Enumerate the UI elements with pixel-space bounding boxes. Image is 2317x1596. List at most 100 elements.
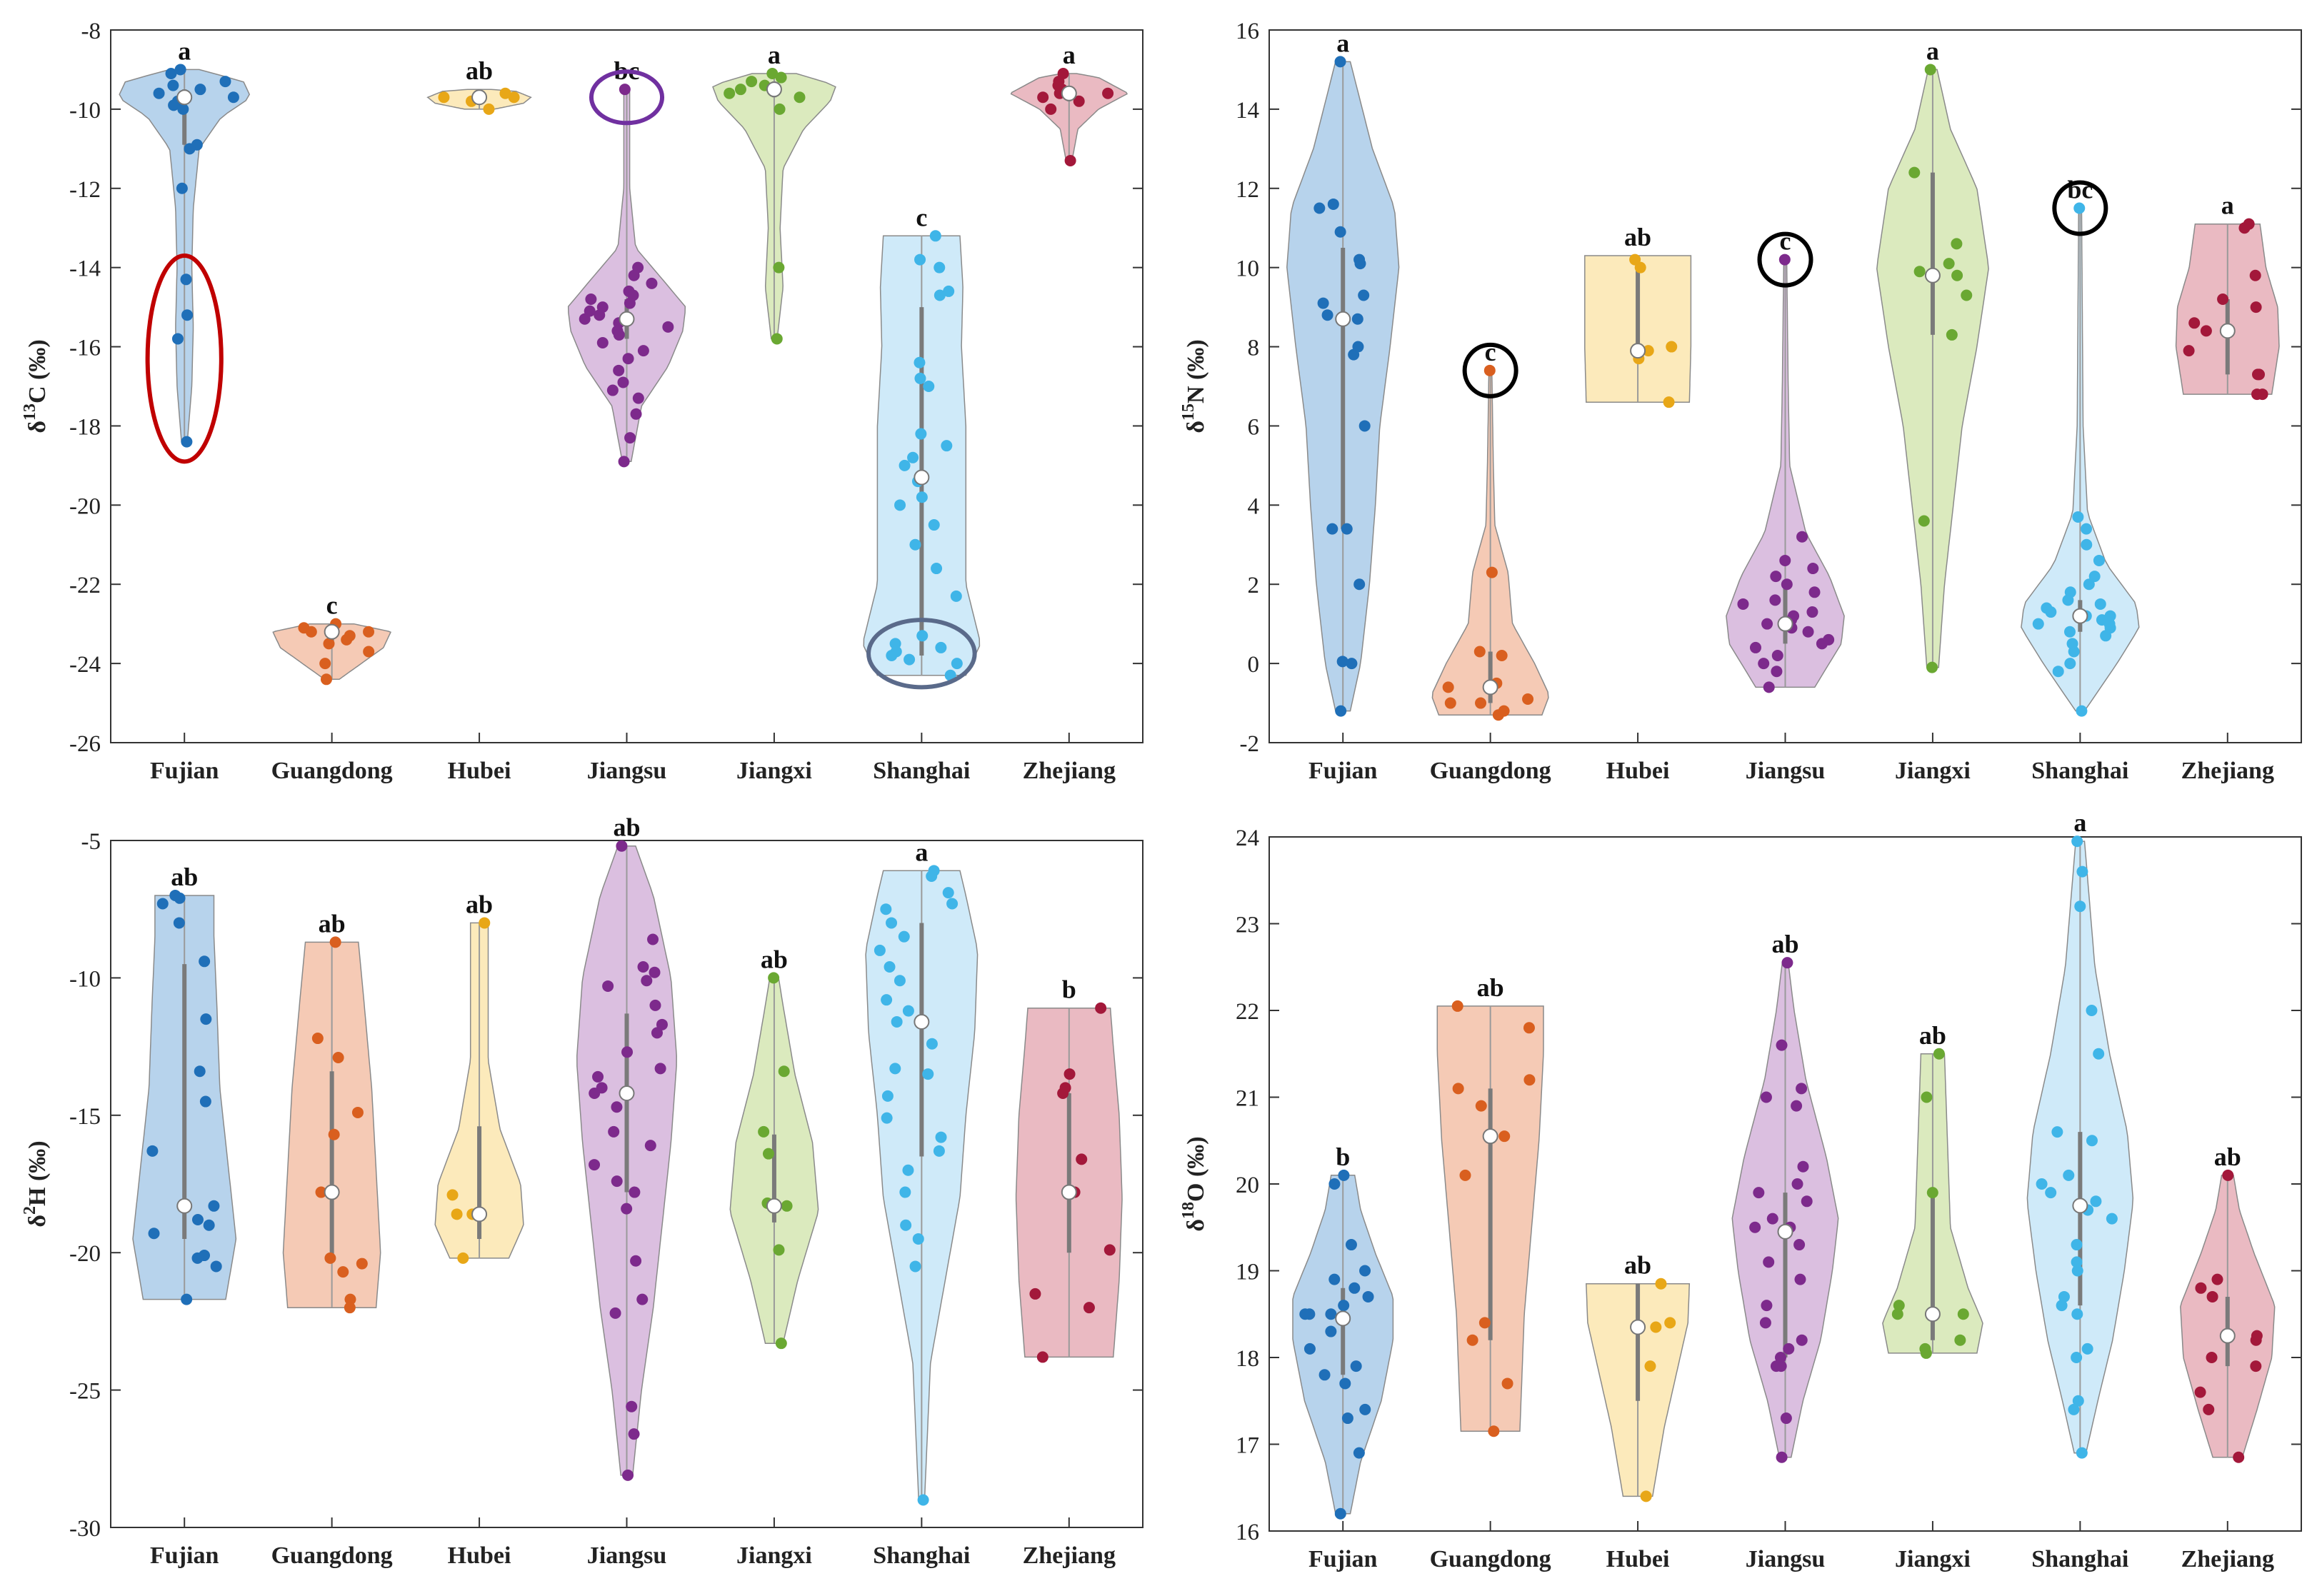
y-tick-label: 16 xyxy=(1236,1520,1259,1545)
data-point xyxy=(176,182,188,194)
data-point xyxy=(2073,202,2086,214)
x-tick-label: Jiangsu xyxy=(1746,1546,1826,1572)
data-point xyxy=(1313,202,1326,214)
y-tick-label: -20 xyxy=(69,1241,101,1267)
x-tick-label: Guangdong xyxy=(1430,758,1551,784)
data-point xyxy=(191,1214,204,1226)
data-point xyxy=(2063,1169,2075,1181)
data-point xyxy=(1893,1300,1905,1312)
y-tick-label: -10 xyxy=(69,98,101,124)
data-point xyxy=(909,1260,921,1273)
y-axis-label-base: δ xyxy=(24,1215,51,1228)
data-point xyxy=(611,1175,623,1188)
data-point xyxy=(621,1203,633,1215)
data-point xyxy=(1801,1195,1813,1208)
data-point xyxy=(2032,618,2044,630)
data-point xyxy=(1452,1083,1464,1095)
data-point xyxy=(1083,1302,1095,1314)
data-point xyxy=(1779,554,1791,566)
data-point xyxy=(1771,650,1783,662)
data-point xyxy=(602,980,614,992)
data-point xyxy=(622,353,634,365)
data-point xyxy=(2104,610,2116,622)
data-point xyxy=(762,1148,774,1160)
y-tick-label: -5 xyxy=(81,829,101,855)
data-point xyxy=(951,658,963,670)
data-point xyxy=(148,1228,160,1240)
y-tick-label: -16 xyxy=(69,336,101,361)
data-point xyxy=(2068,1403,2080,1415)
x-tick-label: Fujian xyxy=(150,758,219,784)
data-point xyxy=(1037,91,1049,104)
y-tick-label: 23 xyxy=(1236,913,1259,938)
y-tick-label: 18 xyxy=(1236,1346,1259,1372)
data-point xyxy=(305,626,317,638)
y-tick-label: -22 xyxy=(69,573,101,598)
data-point xyxy=(1362,1290,1374,1303)
median-marker xyxy=(1061,85,1077,101)
data-point xyxy=(2076,865,2088,878)
y-tick-label: -14 xyxy=(69,256,101,282)
median-marker xyxy=(914,1013,930,1030)
data-point xyxy=(624,432,636,444)
data-point xyxy=(1644,1360,1656,1372)
data-point xyxy=(900,1219,912,1231)
violin-chart-d13c: -26 -24 -22 -20 -18 -16 -14 -12 -10 -8 δ13C (‰) Fuj… xyxy=(21,19,1144,784)
x-tick-label: Jiangsu xyxy=(1746,758,1826,784)
data-point xyxy=(2066,638,2078,650)
data-point xyxy=(928,519,940,531)
data-point xyxy=(2072,1395,2084,1407)
data-point xyxy=(734,84,746,96)
y-tick-label: 14 xyxy=(1236,98,1259,124)
significance-letter: bc xyxy=(2067,176,2093,204)
data-point xyxy=(585,293,597,306)
data-point xyxy=(168,99,180,111)
y-tick-label: -12 xyxy=(69,177,101,203)
x-tick-label: Jiangsu xyxy=(587,1542,667,1569)
data-point xyxy=(2243,218,2255,230)
data-point xyxy=(181,309,194,321)
data-point xyxy=(647,933,659,945)
data-point xyxy=(1951,269,1963,281)
data-point xyxy=(632,392,644,404)
data-point xyxy=(933,1145,945,1157)
data-point xyxy=(2251,1330,2263,1342)
data-point xyxy=(935,641,947,653)
data-point xyxy=(654,1063,666,1075)
x-tick-label: Shanghai xyxy=(873,758,970,784)
y-tick-label: 22 xyxy=(1236,999,1259,1025)
significance-letter: ab xyxy=(2214,1143,2241,1171)
data-point xyxy=(1780,1412,1792,1425)
data-point xyxy=(589,1088,601,1100)
data-point xyxy=(2093,1048,2105,1060)
data-point xyxy=(479,917,491,929)
data-point xyxy=(1758,658,1770,670)
data-point xyxy=(944,669,956,681)
data-point xyxy=(768,972,780,984)
data-point xyxy=(881,994,893,1006)
data-point xyxy=(2200,325,2212,337)
data-point xyxy=(646,277,658,289)
data-point xyxy=(1321,309,1333,321)
data-point xyxy=(2250,1360,2262,1372)
data-point xyxy=(1328,1273,1341,1285)
data-point xyxy=(311,1033,324,1045)
data-point xyxy=(2056,1300,2068,1312)
data-point xyxy=(1796,531,1808,543)
y-tick-label: 4 xyxy=(1248,493,1260,519)
y-axis-label-sup: 13 xyxy=(21,403,39,421)
data-point xyxy=(1466,1334,1478,1346)
data-point xyxy=(931,563,943,575)
data-point xyxy=(1642,345,1654,357)
data-point xyxy=(1334,56,1346,68)
data-point xyxy=(1350,1360,1362,1372)
y-tick-label: 21 xyxy=(1236,1086,1259,1112)
data-point xyxy=(1891,1308,1903,1320)
data-point xyxy=(1655,1278,1667,1290)
data-point xyxy=(2217,293,2229,306)
significance-letter: ab xyxy=(1624,223,1651,251)
data-point xyxy=(210,1260,222,1273)
median-marker xyxy=(619,1085,635,1102)
data-point xyxy=(1778,254,1791,266)
